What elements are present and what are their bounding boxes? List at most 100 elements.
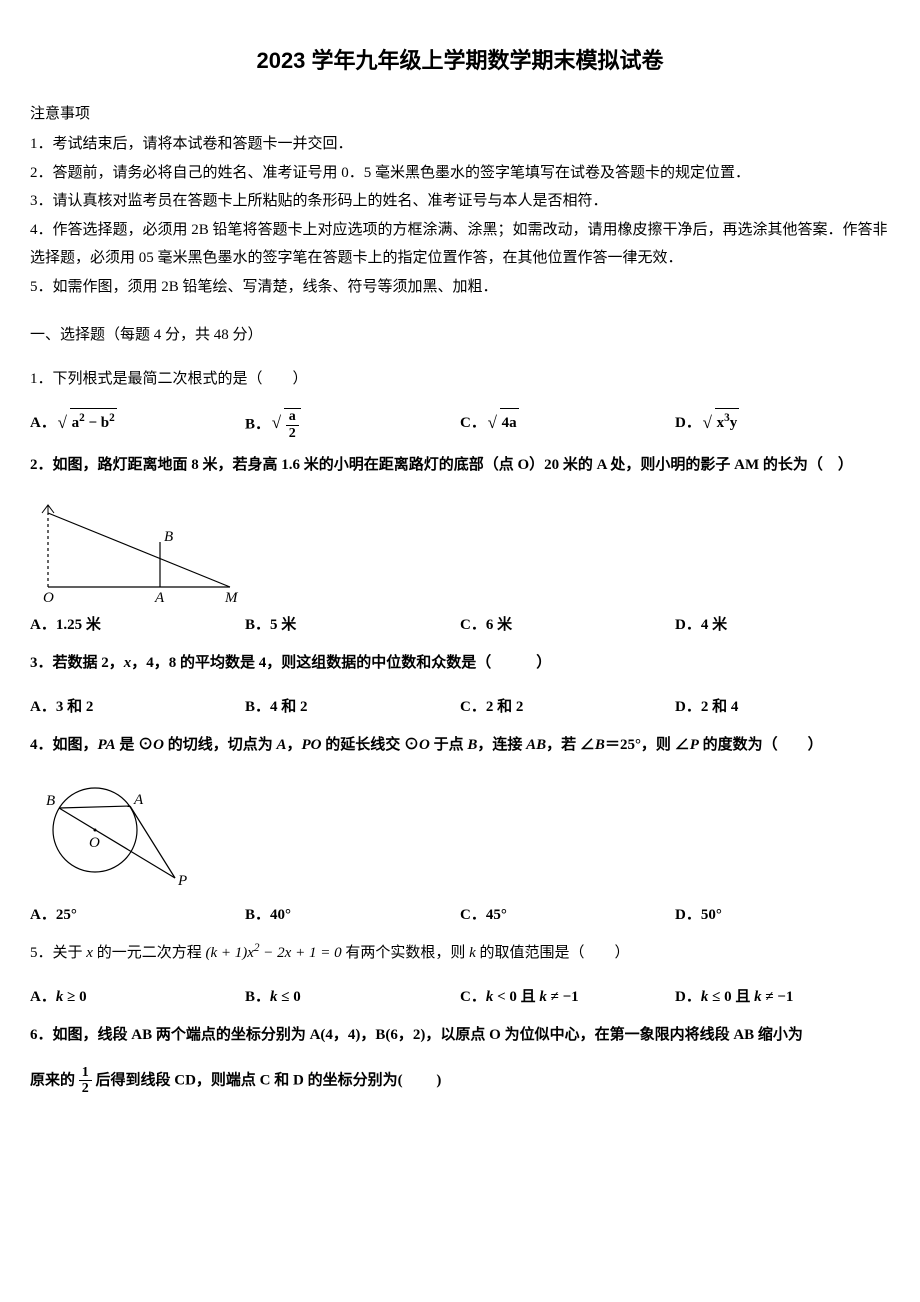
section-1-header: 一、选择题（每题 4 分，共 48 分） <box>30 321 890 350</box>
q5-C-pre: C． <box>460 989 486 1005</box>
q4-s5: 的延长线交 ⊙ <box>321 737 419 753</box>
q5-opt-A: A．k ≥ 0 <box>30 983 245 1012</box>
q3-opt-B: B．4 和 2 <box>245 693 460 722</box>
q4-s1: 4．如图， <box>30 737 98 753</box>
q5-k1: (k + 1) <box>205 945 247 961</box>
q5-end: + 1 = 0 <box>291 945 341 961</box>
q4-label-P: P <box>177 873 187 889</box>
q4-O2: O <box>419 737 430 753</box>
q5-B-post: ≤ 0 <box>278 989 301 1005</box>
note-3: 3．请认真核对监考员在答题卡上所粘贴的条形码上的姓名、准考证号与本人是否相符． <box>30 187 890 216</box>
q4-label-B: B <box>46 793 55 809</box>
q5-k: k <box>469 945 476 961</box>
q2-figure: O A M B <box>30 495 890 605</box>
q5-s2: 的一元二次方程 <box>93 945 206 961</box>
q5-stem: 5．关于 x 的一元二次方程 (k + 1)x2 − 2x + 1 = 0 有两… <box>30 939 890 968</box>
q4-PA: PA <box>98 737 116 753</box>
q4-label-A: A <box>133 792 144 808</box>
q1-options: A． a2 − b2 B． a2 C． 4a D． x3y <box>30 408 890 441</box>
q4-eq25: ＝25°，则 ∠ <box>605 737 690 753</box>
note-5: 5．如需作图，须用 2B 铅笔绘、写清楚，线条、符号等须加黑、加粗． <box>30 273 890 302</box>
q4-label-O: O <box>89 835 100 851</box>
q3-stem: 3．若数据 2，x，4，8 的平均数是 4，则这组数据的中位数和众数是（ ） <box>30 649 890 678</box>
q3-stem-pre: 3．若数据 2， <box>30 655 124 671</box>
q1-C-rad: 4a <box>500 408 519 438</box>
q1-B-sqrt: a2 <box>274 408 301 441</box>
q5-D-pre: D． <box>675 989 701 1005</box>
q4-options: A．25° B．40° C．45° D．50° <box>30 901 890 930</box>
note-2: 2．答题前，请务必将自己的姓名、准考证号用 0．5 毫米黑色墨水的签字笔填写在试… <box>30 159 890 188</box>
q4-s7: ，连接 <box>477 737 526 753</box>
note-1: 1．考试结束后，请将本试卷和答题卡一并交回． <box>30 130 890 159</box>
q5-s4: 的取值范围是（ ） <box>476 945 630 961</box>
q1-B-label: B． <box>245 417 270 433</box>
page-title: 2023 学年九年级上学期数学期末模拟试卷 <box>30 40 890 82</box>
q1-A-sqrt: a2 − b2 <box>60 408 117 438</box>
q4-PO: PO <box>301 737 321 753</box>
q4-figure: B A O P <box>30 775 890 895</box>
q5-x: x <box>86 945 93 961</box>
q1-C-sqrt: 4a <box>490 408 519 438</box>
q4-stem: 4．如图，PA 是 ⊙O 的切线，切点为 A，PO 的延长线交 ⊙O 于点 B，… <box>30 731 890 760</box>
q1-opt-B: B． a2 <box>245 408 460 441</box>
q1-A-label: A． <box>30 415 56 431</box>
note-4: 4．作答选择题，必须用 2B 铅笔将答题卡上对应选项的方框涂满、涂黑；如需改动，… <box>30 216 890 273</box>
q5-C-k2: k <box>539 989 547 1005</box>
q2-label-B: B <box>164 529 173 545</box>
q2-stem: 2．如图，路灯距离地面 8 米，若身高 1.6 米的小明在距离路灯的底部（点 O… <box>30 451 890 480</box>
q2-opt-B: B．5 米 <box>245 611 460 640</box>
q5-D-k2: k <box>754 989 762 1005</box>
q5-opt-D: D．k ≤ 0 且 k ≠ −1 <box>675 983 890 1012</box>
q2-label-O: O <box>43 590 54 605</box>
q4-opt-C: C．45° <box>460 901 675 930</box>
q1-A-b: b <box>101 415 109 431</box>
q5-D-post: ≠ −1 <box>762 989 794 1005</box>
q4-AB: AB <box>526 737 546 753</box>
q6-s1: 原来的 <box>30 1072 79 1088</box>
q4-svg: B A O P <box>30 775 190 895</box>
q4-s8: ，若 ∠ <box>546 737 595 753</box>
q3-opt-C: C．2 和 2 <box>460 693 675 722</box>
q1-opt-A: A． a2 − b2 <box>30 408 245 441</box>
q4-s6: 于点 <box>430 737 468 753</box>
q4-opt-D: D．50° <box>675 901 890 930</box>
q4-O1: O <box>153 737 164 753</box>
q5-opt-B: B．k ≤ 0 <box>245 983 460 1012</box>
q2-label-A: A <box>154 590 165 605</box>
q4-s2: 是 ⊙ <box>116 737 154 753</box>
q5-options: A．k ≥ 0 B．k ≤ 0 C． k < 0 且 k ≠ −1 D． k ≤ 0… <box>30 983 890 1012</box>
q5-C-post: ≠ −1 <box>547 989 579 1005</box>
q5-B-k: k <box>270 989 278 1005</box>
q1-A-a: a <box>72 415 80 431</box>
q4-B1: B <box>467 737 477 753</box>
q1-D-label: D． <box>675 415 701 431</box>
q4-opt-A: A．25° <box>30 901 245 930</box>
q2-label-M: M <box>224 590 239 605</box>
q2-svg: O A M B <box>30 495 240 605</box>
q6-frac-num: 1 <box>79 1065 92 1081</box>
q5-mid: − 2 <box>260 945 285 961</box>
q1-C-label: C． <box>460 415 486 431</box>
q1-opt-C: C． 4a <box>460 408 675 441</box>
q6-s2: 后得到线段 CD，则端点 C 和 D 的坐标分别为( ) <box>92 1072 442 1088</box>
q4-s9: 的度数为（ ） <box>699 737 823 753</box>
q5-D-mid: ≤ 0 且 <box>708 989 754 1005</box>
q4-P1: P <box>690 737 699 753</box>
q5-B-pre: B． <box>245 989 270 1005</box>
q5-A-pre: A． <box>30 989 56 1005</box>
q4-opt-B: B．40° <box>245 901 460 930</box>
q1-stem: 1．下列根式是最简二次根式的是（ ） <box>30 365 890 394</box>
q2-opt-A: A．1.25 米 <box>30 611 245 640</box>
q1-D-x: x <box>717 415 725 431</box>
q6-stem-line1: 6．如图，线段 AB 两个端点的坐标分别为 A(4，4)，B(6，2)，以原点 … <box>30 1021 890 1050</box>
q1-opt-D: D． x3y <box>675 408 890 441</box>
q5-C-mid: < 0 且 <box>493 989 539 1005</box>
q2-options: A．1.25 米 B．5 米 C．6 米 D．4 米 <box>30 611 890 640</box>
q6-stem-line2: 原来的 12 后得到线段 CD，则端点 C 和 D 的坐标分别为( ) <box>30 1065 890 1097</box>
q4-A1: A <box>276 737 286 753</box>
q5-opt-C: C．k < 0 且 k ≠ −1 <box>460 983 675 1012</box>
q4-B2: B <box>595 737 605 753</box>
q2-opt-D: D．4 米 <box>675 611 890 640</box>
q5-s3: 有两个实数根，则 <box>342 945 470 961</box>
q4-s4: ， <box>286 737 301 753</box>
